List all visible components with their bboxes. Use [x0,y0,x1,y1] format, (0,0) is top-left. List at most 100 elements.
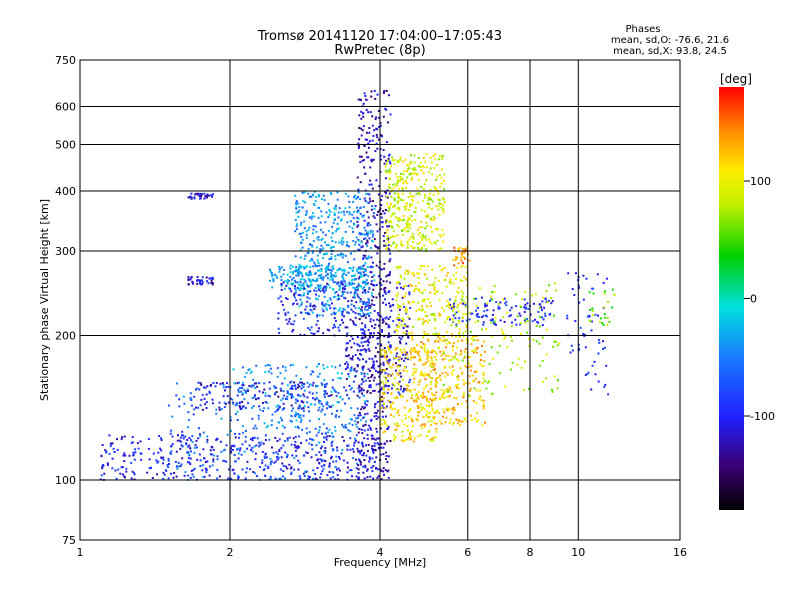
data-point [468,259,471,262]
data-point [334,258,337,261]
data-point [187,283,190,286]
data-point [278,448,281,451]
data-point [177,434,179,437]
data-point [415,393,418,395]
data-point [382,361,385,364]
data-point [213,454,216,457]
data-point [373,327,376,329]
data-point [340,295,343,297]
data-point [212,193,214,196]
data-point [346,342,349,345]
data-point [298,267,301,270]
data-point [346,210,349,213]
data-point [418,406,421,409]
data-point [384,415,387,418]
data-point [130,441,133,444]
data-point [293,457,296,459]
data-point [206,435,209,438]
data-point [396,372,399,375]
data-point [491,318,494,321]
data-point [274,436,277,439]
data-point [305,233,308,236]
data-point [355,370,358,373]
data-point [215,412,218,415]
data-point [434,436,437,439]
data-point [504,302,507,305]
data-point [476,307,479,309]
data-point [290,466,293,469]
data-point [348,422,351,425]
data-point [344,192,347,195]
data-point [422,416,425,418]
data-point [484,350,486,353]
data-point [286,390,289,393]
data-point [314,477,317,480]
data-point [346,346,349,349]
data-point [371,357,374,360]
data-point [372,233,375,236]
data-point [371,457,374,460]
data-point [293,294,296,297]
data-point [399,243,402,245]
data-point [253,436,256,439]
data-point [333,218,336,221]
data-point [361,300,364,303]
data-point [325,211,328,214]
data-point [355,475,358,478]
data-point [365,420,368,423]
data-point [456,376,458,378]
data-point [232,401,235,404]
data-point [435,422,438,425]
data-point [377,210,380,213]
data-point [411,336,413,338]
data-point [337,216,340,219]
data-point [415,418,418,421]
data-point [258,390,261,393]
data-point [187,452,190,455]
data-point [426,410,429,413]
data-point [402,332,405,335]
data-point [363,286,366,289]
data-point [295,398,298,401]
data-point [454,317,457,320]
data-point [540,305,543,308]
data-point [352,230,355,233]
data-point [406,356,409,359]
data-point [474,370,476,373]
data-point [296,447,299,450]
data-point [398,282,401,285]
data-point [325,252,328,255]
data-point [375,142,378,145]
data-point [382,453,385,456]
data-point [385,159,387,162]
data-point [331,302,333,305]
data-point [358,318,361,321]
data-point [451,349,454,352]
data-point [244,429,247,432]
data-point [243,389,246,392]
data-point [170,472,172,475]
data-point [351,357,353,360]
data-point [246,388,249,391]
data-point [328,465,331,468]
data-point [407,284,410,287]
data-point [346,394,349,397]
data-point [361,443,364,446]
data-point [209,453,212,456]
data-point [291,278,294,281]
data-point [309,283,312,286]
data-point [348,206,351,209]
data-point [393,377,396,380]
data-point [300,400,303,403]
data-point [523,389,525,392]
data-point [611,288,614,291]
data-point [299,406,302,409]
data-point [353,243,356,246]
data-point [388,325,391,328]
data-point [188,437,191,439]
data-point [301,191,304,194]
data-point [426,399,429,402]
data-point [346,332,349,335]
data-point [472,380,475,382]
data-point [361,233,364,236]
